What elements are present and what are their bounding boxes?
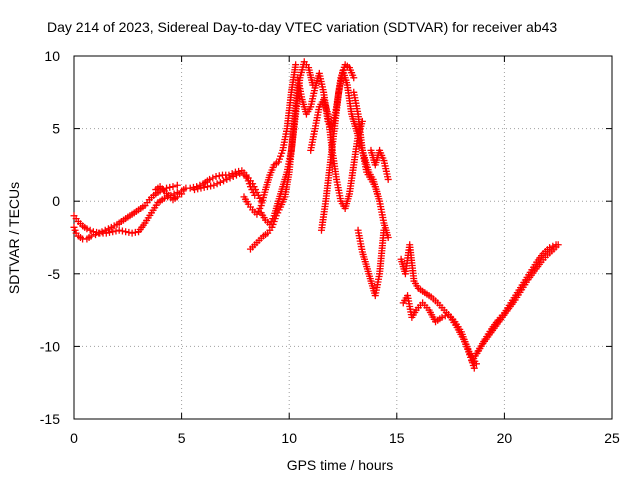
data-point-interp xyxy=(200,183,208,191)
x-tick-label: 20 xyxy=(497,430,513,446)
ticks: 0 5 10 15 20 25 -15 -10 -5 0 5 10 xyxy=(40,48,620,446)
data-point-interp xyxy=(441,312,449,320)
x-tick-label: 5 xyxy=(178,430,186,446)
data-point xyxy=(160,194,168,202)
data-point xyxy=(115,226,123,234)
data-point-interp xyxy=(215,172,223,180)
x-axis-label: GPS time / hours xyxy=(287,457,394,473)
grid xyxy=(74,56,612,419)
y-tick-label: 0 xyxy=(52,193,60,209)
data-point xyxy=(210,181,218,189)
data-point-interp xyxy=(226,174,234,182)
data-point xyxy=(122,228,130,236)
data-point xyxy=(102,229,110,237)
data-point xyxy=(470,364,478,372)
data-point-interp xyxy=(131,228,139,236)
data-point xyxy=(83,225,91,233)
data-point xyxy=(216,178,224,186)
data-point-interp xyxy=(232,171,240,179)
data-point xyxy=(223,175,231,183)
data-point xyxy=(229,173,237,181)
x-tick-label: 10 xyxy=(281,430,297,446)
chart-title: Day 214 of 2023, Sidereal Day-to-day VTE… xyxy=(47,19,557,35)
data-point xyxy=(89,228,97,236)
data-point xyxy=(350,74,358,82)
y-tick-label: 5 xyxy=(52,121,60,137)
y-tick-label: -15 xyxy=(40,411,60,427)
data-point-interp xyxy=(209,174,217,182)
data-point xyxy=(438,313,446,321)
data-point xyxy=(109,228,117,236)
data-point-interp xyxy=(164,193,172,201)
y-axis-label: SDTVAR / TECUs xyxy=(6,182,22,294)
plot-frame xyxy=(73,55,613,420)
data-point xyxy=(169,183,177,191)
data-point xyxy=(472,360,480,368)
x-tick-label: 0 xyxy=(70,430,78,446)
data-point-interp xyxy=(166,183,174,191)
data-point-interp xyxy=(213,180,221,188)
data-point xyxy=(212,173,220,181)
data-point xyxy=(380,226,388,234)
data-point xyxy=(186,184,194,192)
data-point-interp xyxy=(106,228,114,236)
data-point xyxy=(384,175,392,183)
data-point xyxy=(197,184,205,192)
data-point xyxy=(128,229,136,237)
data-point-interp xyxy=(93,228,101,236)
y-tick-label: 10 xyxy=(44,48,60,64)
data-point-interp xyxy=(207,182,215,190)
data-point-interp xyxy=(125,228,133,236)
data-point xyxy=(203,183,211,191)
x-tick-label: 15 xyxy=(389,430,405,446)
data-point-interp xyxy=(118,227,126,235)
data-point xyxy=(173,181,181,189)
data-point xyxy=(292,61,300,69)
data-point xyxy=(191,186,199,194)
data-point-interp xyxy=(112,227,120,235)
data-point xyxy=(236,170,244,178)
data-point xyxy=(206,175,214,183)
data-points xyxy=(70,58,562,372)
data-point-interp xyxy=(86,226,94,234)
y-tick-label: -5 xyxy=(48,266,61,282)
data-point xyxy=(554,241,562,249)
y-tick-label: -10 xyxy=(40,338,60,354)
data-point-interp xyxy=(220,177,228,185)
data-point xyxy=(87,232,95,240)
x-tick-label: 25 xyxy=(604,430,620,446)
data-point-interp xyxy=(194,185,202,193)
